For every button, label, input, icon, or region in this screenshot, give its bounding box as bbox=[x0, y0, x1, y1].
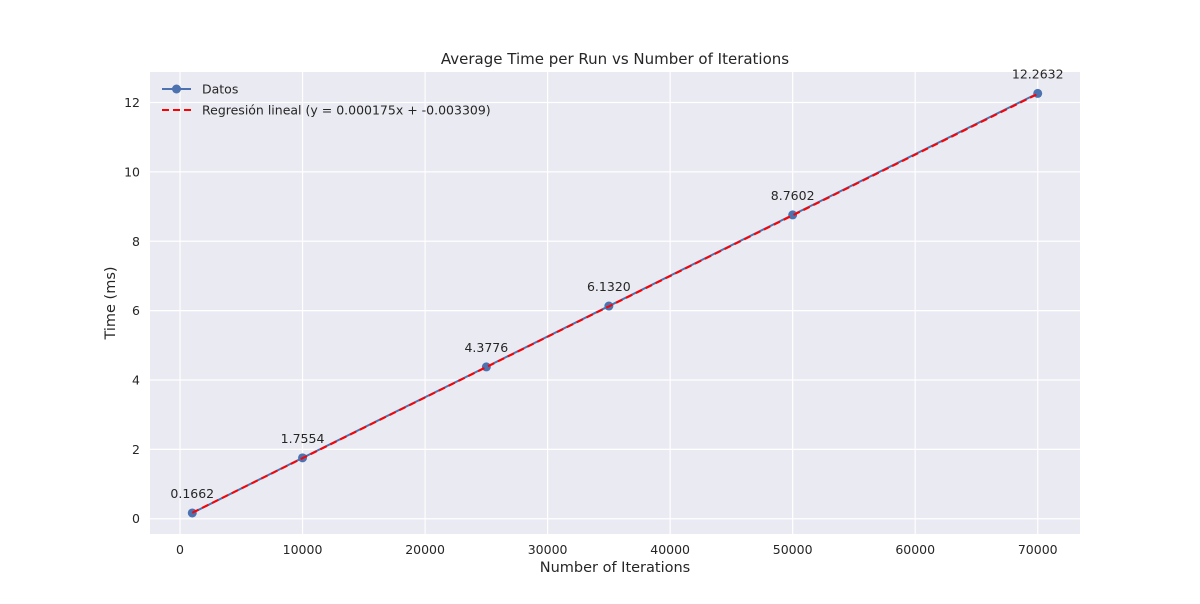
legend-datos-label: Datos bbox=[202, 82, 238, 97]
tick-labels: 0 10000 20000 30000 40000 50000 60000 70000 0 2 4 6… bbox=[124, 95, 1058, 557]
data-labels: 0.1662 1.7554 4.3776 6.1320 8.7602 12.2632 bbox=[170, 66, 1063, 501]
x-tick-label: 50000 bbox=[773, 542, 813, 557]
x-axis-label: Number of Iterations bbox=[540, 560, 691, 576]
legend-regression-label: Regresión lineal (y = 0.000175x + -0.003… bbox=[202, 103, 491, 118]
y-tick-label: 2 bbox=[132, 442, 140, 457]
y-tick-label: 6 bbox=[132, 303, 140, 318]
x-tick-label: 10000 bbox=[283, 542, 323, 557]
datos-point bbox=[788, 210, 798, 220]
y-axis-label: Time (ms) bbox=[103, 266, 119, 340]
x-tick-label: 60000 bbox=[895, 542, 935, 557]
grid-lines bbox=[150, 72, 1080, 534]
legend: Datos Regresión lineal (y = 0.000175x + … bbox=[162, 82, 491, 118]
y-tick-label: 12 bbox=[124, 95, 140, 110]
x-tick-label: 40000 bbox=[650, 542, 690, 557]
datos-point bbox=[481, 362, 491, 372]
legend-datos-marker bbox=[172, 84, 181, 94]
regression-line bbox=[191, 93, 1039, 514]
x-tick-label: 30000 bbox=[528, 542, 568, 557]
y-tick-label: 8 bbox=[132, 234, 140, 249]
data-point-label: 1.7554 bbox=[281, 431, 325, 446]
data-point-label: 0.1662 bbox=[170, 486, 214, 501]
y-tick-label: 4 bbox=[132, 373, 140, 388]
chart-title: Average Time per Run vs Number of Iterat… bbox=[441, 50, 789, 68]
y-tick-label: 10 bbox=[124, 164, 140, 179]
data-point-label: 12.2632 bbox=[1012, 66, 1064, 81]
y-tick-label: 0 bbox=[132, 511, 140, 526]
x-tick-label: 0 bbox=[176, 542, 184, 557]
data-point-label: 6.1320 bbox=[587, 279, 631, 294]
x-tick-label: 20000 bbox=[405, 542, 445, 557]
data-point-label: 8.7602 bbox=[771, 188, 815, 203]
series-layer bbox=[187, 88, 1043, 518]
x-tick-label: 70000 bbox=[1018, 542, 1058, 557]
data-point-label: 4.3776 bbox=[464, 340, 508, 355]
datos-point bbox=[187, 508, 197, 518]
